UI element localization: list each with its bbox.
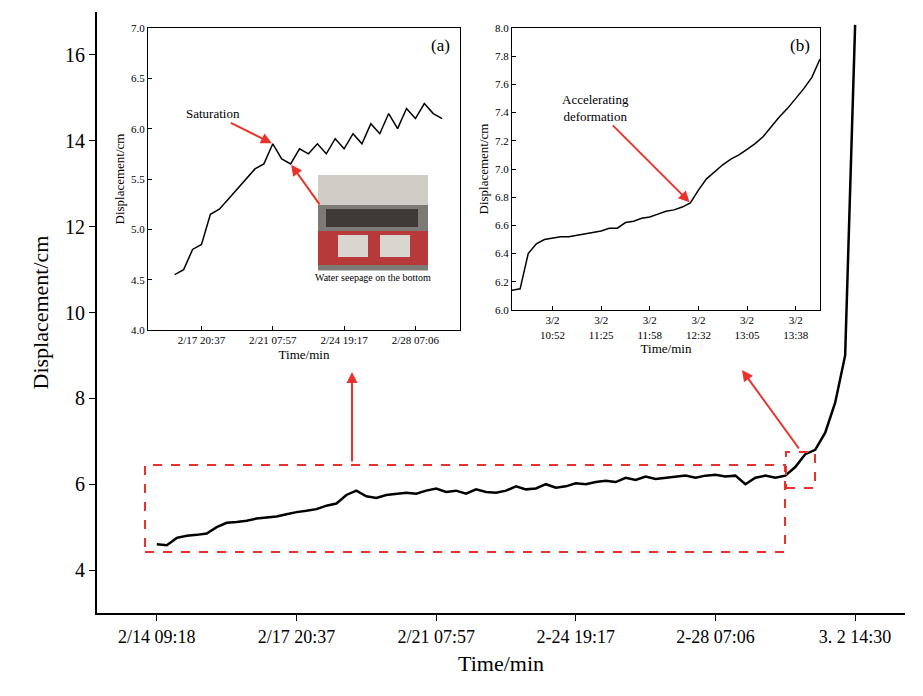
svg-text:2/21 07:57: 2/21 07:57 [249, 334, 297, 346]
svg-text:6.0: 6.0 [131, 123, 145, 135]
svg-text:16: 16 [65, 44, 85, 66]
svg-text:2/17 20:37: 2/17 20:37 [178, 334, 226, 346]
svg-text:7.8: 7.8 [495, 50, 509, 62]
svg-text:2/17 20:37: 2/17 20:37 [258, 627, 336, 647]
svg-text:6.0: 6.0 [495, 304, 509, 316]
svg-text:4.5: 4.5 [131, 274, 145, 286]
svg-text:4.0: 4.0 [131, 324, 145, 336]
svg-text:Acceleratingdeformation: Acceleratingdeformation [562, 92, 629, 124]
svg-text:6.4: 6.4 [495, 247, 509, 259]
svg-text:5.5: 5.5 [131, 173, 145, 185]
svg-text:7.2: 7.2 [495, 135, 509, 147]
svg-text:3/211:58: 3/211:58 [637, 314, 662, 340]
svg-text:4: 4 [75, 559, 85, 581]
svg-text:(b): (b) [790, 36, 810, 55]
svg-text:Displacement/cm: Displacement/cm [112, 134, 127, 225]
svg-text:5.0: 5.0 [131, 223, 145, 235]
svg-text:3/212:32: 3/212:32 [686, 314, 711, 340]
svg-text:6.2: 6.2 [495, 276, 509, 288]
svg-text:Displacement/cm: Displacement/cm [28, 236, 53, 390]
svg-text:(a): (a) [431, 36, 450, 55]
svg-text:Water seepage on the bottom: Water seepage on the bottom [315, 272, 431, 283]
svg-text:12: 12 [65, 216, 85, 238]
svg-text:3. 2 14:30: 3. 2 14:30 [819, 627, 892, 647]
svg-text:2/21 07:57: 2/21 07:57 [397, 627, 475, 647]
svg-text:6.6: 6.6 [495, 219, 509, 231]
svg-text:Time/min: Time/min [279, 347, 330, 362]
svg-text:7.4: 7.4 [495, 106, 509, 118]
svg-text:6.5: 6.5 [131, 72, 145, 84]
svg-text:3/210:52: 3/210:52 [540, 314, 565, 340]
svg-text:14: 14 [65, 130, 85, 152]
svg-text:Saturation: Saturation [186, 106, 240, 121]
svg-text:7.0: 7.0 [131, 22, 145, 34]
svg-text:8.0: 8.0 [495, 22, 509, 34]
svg-text:2/14 09:18: 2/14 09:18 [118, 627, 196, 647]
svg-text:7.6: 7.6 [495, 78, 509, 90]
svg-text:3/213:05: 3/213:05 [735, 314, 761, 340]
svg-text:8: 8 [75, 387, 85, 409]
svg-text:6.8: 6.8 [495, 191, 509, 203]
svg-text:3/213:38: 3/213:38 [783, 314, 809, 340]
svg-text:Displacement/cm: Displacement/cm [476, 124, 491, 215]
svg-text:2/24 19:17: 2/24 19:17 [320, 334, 368, 346]
svg-text:Time/min: Time/min [641, 341, 692, 356]
svg-text:Time/min: Time/min [458, 651, 544, 676]
svg-text:6: 6 [75, 473, 85, 495]
svg-text:2-28 07:06: 2-28 07:06 [676, 627, 755, 647]
svg-text:7.0: 7.0 [495, 163, 509, 175]
svg-text:3/211:25: 3/211:25 [589, 314, 614, 340]
svg-text:2-24 19:17: 2-24 19:17 [537, 627, 616, 647]
svg-text:2/28 07:06: 2/28 07:06 [392, 334, 440, 346]
svg-text:10: 10 [65, 302, 85, 324]
